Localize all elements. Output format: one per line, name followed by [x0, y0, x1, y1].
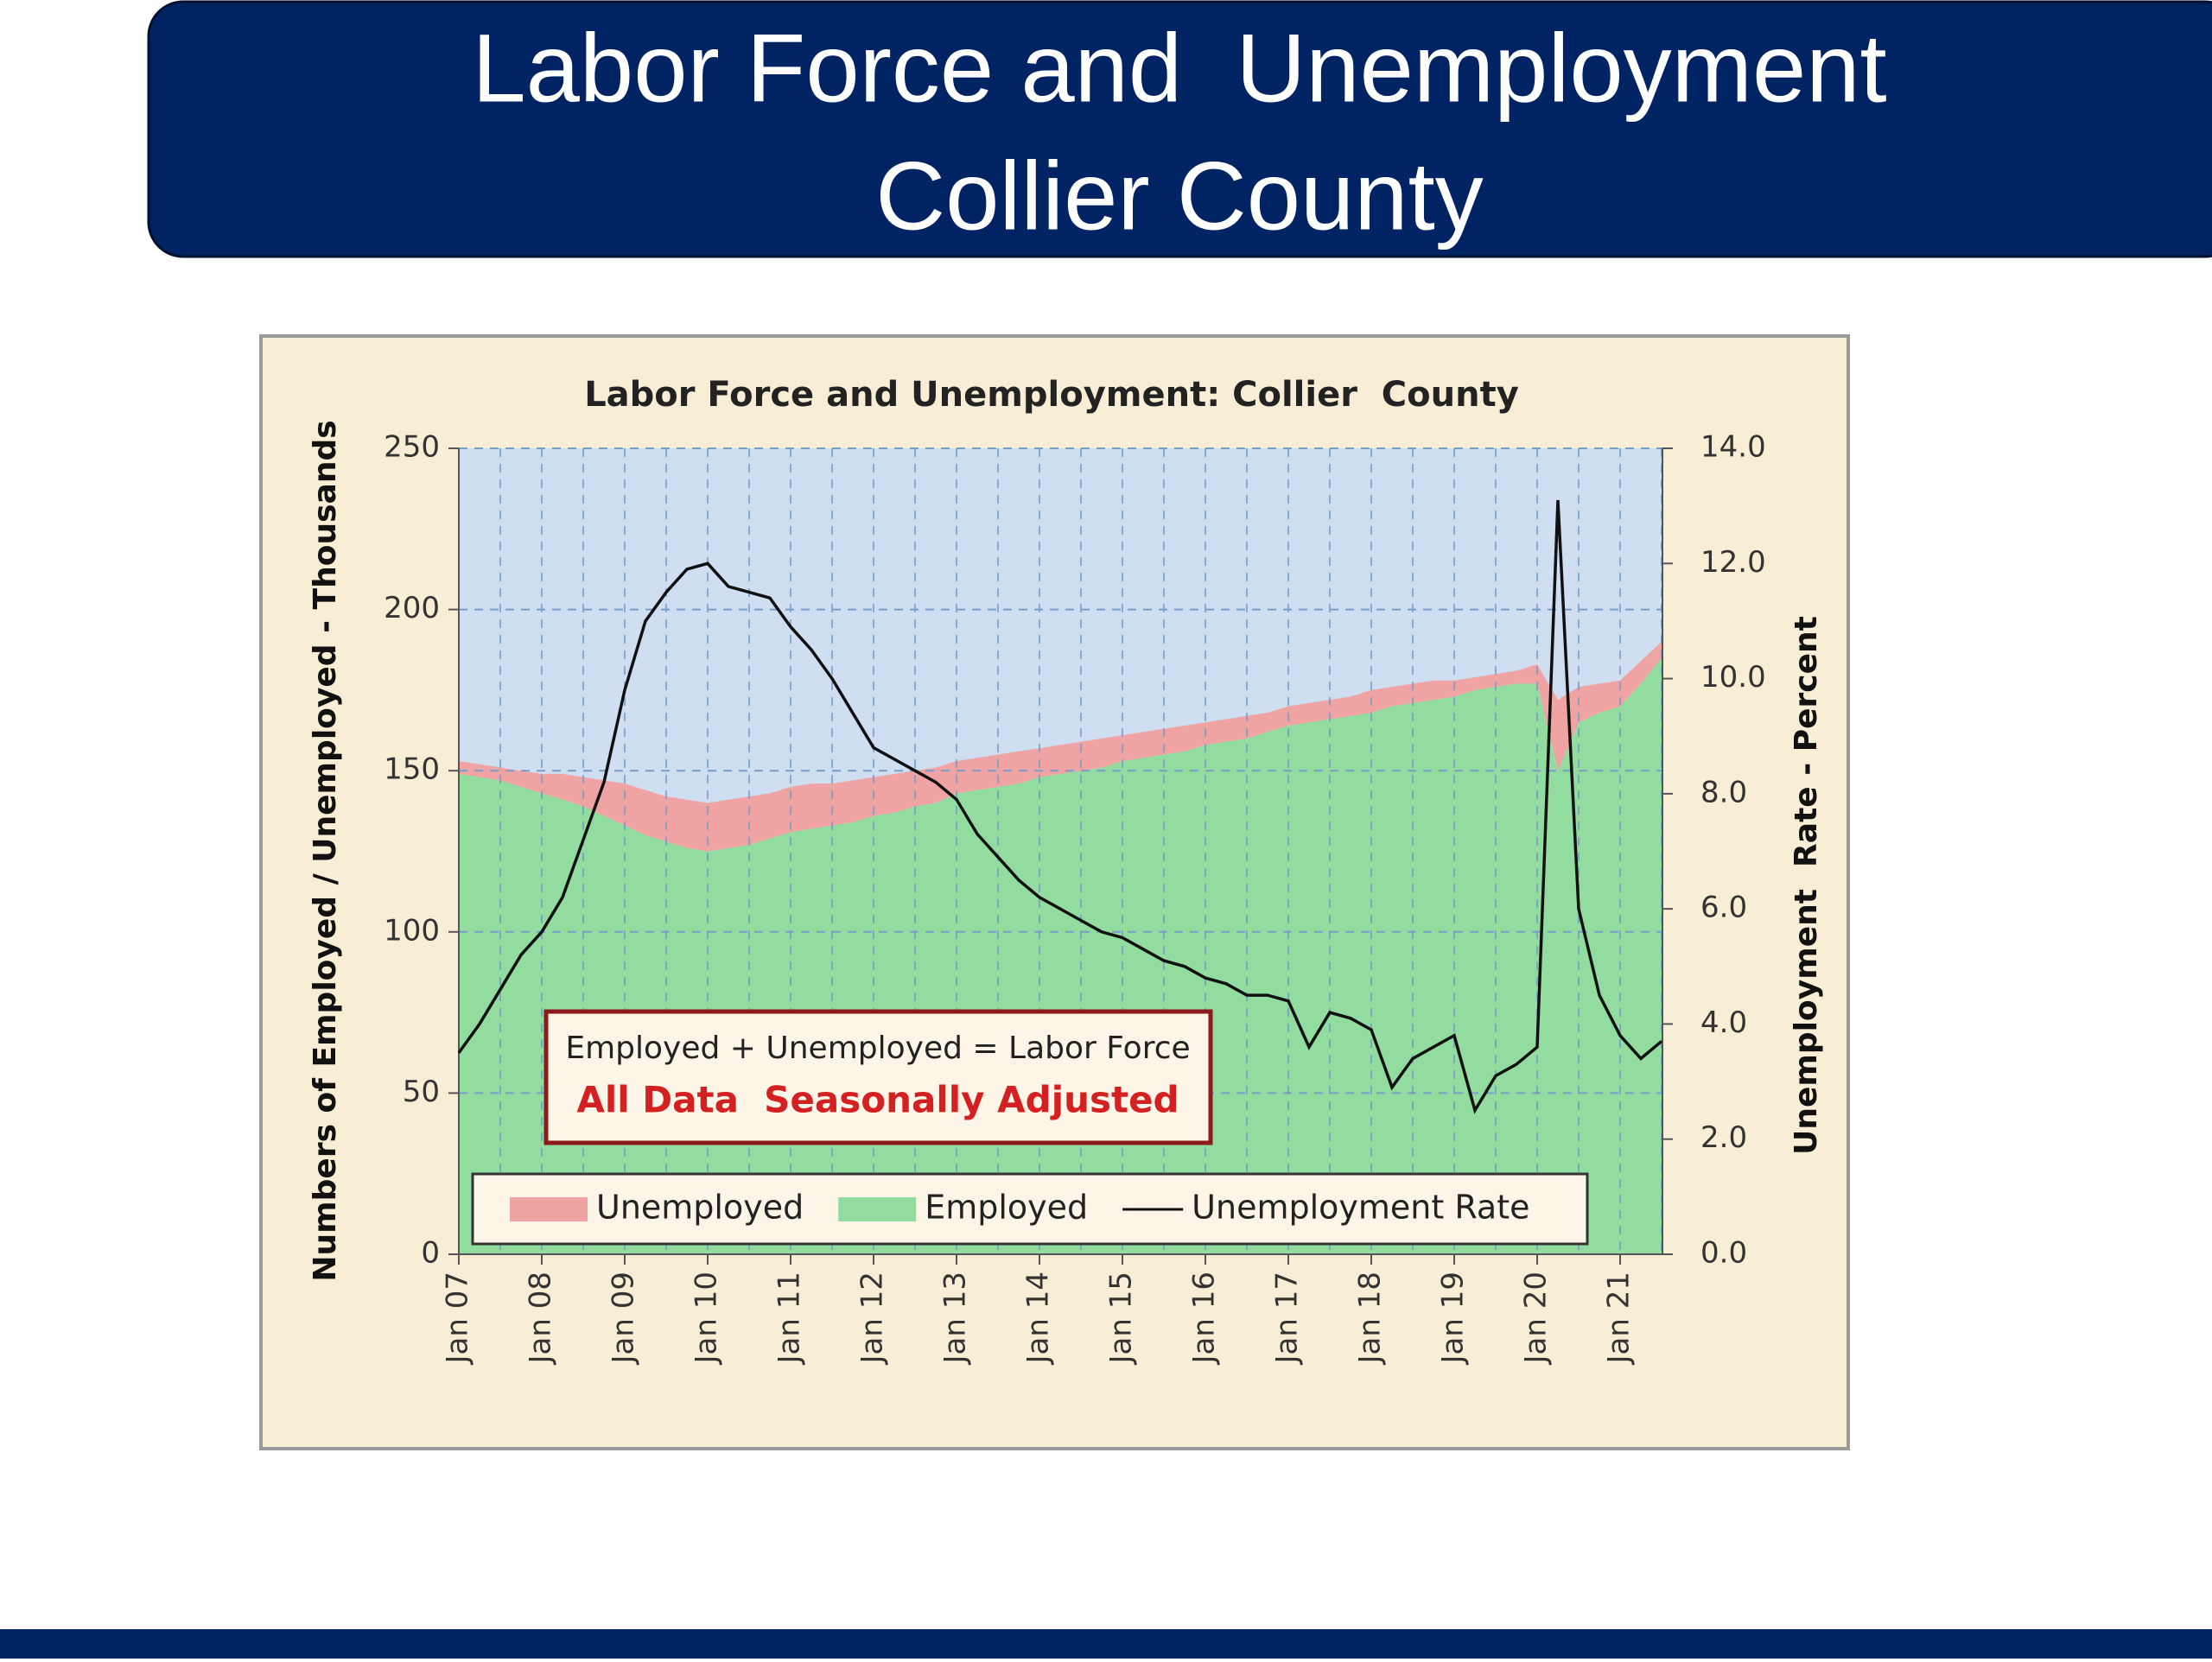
y-tick-label: 100	[384, 913, 440, 948]
y2-tick-label: 12.0	[1700, 545, 1766, 580]
note-text: Employed + Unemployed = Labor Force	[565, 1031, 1190, 1066]
y2-tick-label: 2.0	[1700, 1120, 1747, 1155]
y2-axis-title: Unemployment Rate - Percent	[1789, 616, 1824, 1155]
x-tick-label: Jan 07	[441, 1272, 475, 1365]
line	[457, 499, 1663, 1114]
area	[459, 641, 1662, 852]
note-text: All Data Seasonally Adjusted	[576, 1079, 1179, 1121]
x-tick-label: Jan 10	[690, 1272, 724, 1365]
x-tick-label: Jan 08	[524, 1272, 558, 1365]
y-tick-label: 150	[384, 752, 440, 787]
y-tick-label: 250	[384, 430, 440, 465]
overlay: Employed + Unemployed = Labor Force All …	[471, 1009, 1589, 1246]
footer-bar	[0, 1629, 2212, 1659]
y2-tick-label: 0.0	[1700, 1236, 1747, 1271]
x-tick-label: Jan 16	[1187, 1272, 1222, 1365]
y2-tick-label: 4.0	[1700, 1005, 1747, 1040]
x-tick-label: Jan 21	[1602, 1272, 1637, 1365]
legend-label: Employed	[925, 1189, 1088, 1227]
x-tick-label: Jan 17	[1270, 1272, 1305, 1365]
x-tick-label: Jan 14	[1021, 1272, 1056, 1365]
x-tick-label: Jan 09	[607, 1272, 641, 1365]
legend-swatch	[510, 1197, 588, 1221]
slide-title: Collier County	[875, 143, 1483, 251]
legend-label: Unemployment Rate	[1192, 1189, 1529, 1227]
x-tick-label: Jan 20	[1519, 1272, 1554, 1365]
x-tick-label: Jan 18	[1353, 1272, 1388, 1365]
x-tick-label: Jan 11	[772, 1272, 807, 1365]
title-banner	[147, 0, 2212, 258]
y2-tick-label: 14.0	[1700, 430, 1766, 465]
x-tick-label: Jan 19	[1436, 1272, 1471, 1365]
y2-tick-label: 8.0	[1700, 775, 1747, 809]
y-axis-title: Numbers of Employed / Unemployed - Thous…	[308, 420, 343, 1281]
legend-box	[471, 1172, 1589, 1246]
x-tick-label: Jan 15	[1104, 1272, 1139, 1365]
y-tick-label: 0	[421, 1236, 440, 1271]
y2-tick-label: 6.0	[1700, 891, 1747, 925]
chart-title: Labor Force and Unemployment: Collier Co…	[584, 375, 1519, 415]
x-tick-label: Jan 13	[938, 1272, 973, 1365]
legend-swatch	[838, 1197, 917, 1221]
slide-title: Labor Force and Unemployment	[472, 15, 1886, 123]
y-tick-label: 50	[403, 1075, 440, 1109]
legend-label: Unemployed	[596, 1189, 804, 1227]
y2-tick-label: 10.0	[1700, 660, 1766, 695]
x-tick-label: Jan 12	[855, 1272, 890, 1365]
y-tick-label: 200	[384, 591, 440, 625]
note-box	[543, 1009, 1213, 1145]
